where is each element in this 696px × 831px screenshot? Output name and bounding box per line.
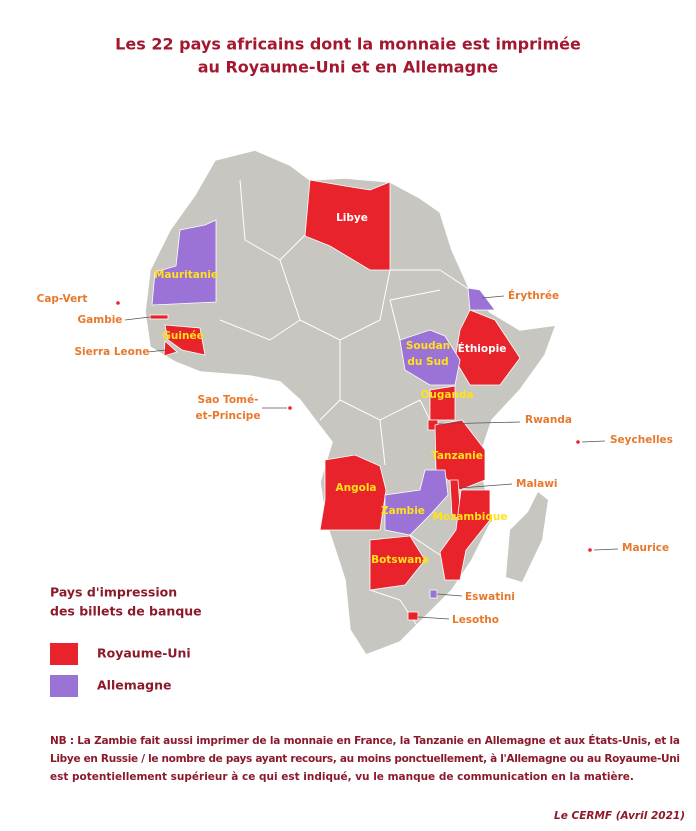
country-shape [149,314,169,320]
country-label: Mauritanie [154,269,218,281]
legend-swatch [50,675,78,697]
legend-title: des billets de banque [50,604,202,619]
country-label: et-Principe [196,410,261,422]
island-dot [288,406,292,410]
country-label: Érythrée [508,289,559,302]
island-dot [588,548,592,552]
leader-line [593,548,619,551]
country-shape [304,179,391,271]
leader-line [459,483,513,489]
country-label: Tanzanie [431,450,483,462]
leader-line [124,316,151,321]
country-label: Sao Tomé- [198,394,259,406]
country-label: Cap-Vert [37,293,88,305]
country-label: Guinée [162,330,203,342]
country-shape [164,324,206,356]
country-shape [151,219,217,306]
leader-line [147,349,167,353]
country-label: Gambie [78,314,123,326]
leader-line [437,421,521,425]
borders [219,179,471,631]
country-shape [439,489,491,581]
country-label: Mozambique [432,511,507,523]
legend-label: Royaume-Uni [97,646,191,661]
country-label: Soudan [406,340,450,352]
country-label: Zambie [381,505,425,517]
legend-swatch [50,643,78,665]
country-shape [369,535,426,591]
leader-line [417,616,450,620]
country-label: Éthiopie [458,342,507,355]
country-label: Lesotho [452,614,499,626]
country-shape [454,309,521,386]
country-label: Rwanda [525,414,572,426]
country-shape [467,287,496,311]
country-label: Angola [335,482,376,494]
country-label: Sierra Leone [74,346,149,358]
leader-line [436,593,463,597]
countries [116,179,592,621]
island-dot [576,440,580,444]
country-label: Ouganda [420,389,473,401]
continent [144,149,558,656]
country-shape [384,469,449,536]
note: est potentiellement supérieur à ce qui e… [50,771,634,783]
country-label: Eswatini [465,591,515,603]
country-shape [429,385,456,421]
leader-line [481,295,505,299]
title: au Royaume-Uni et en Allemagne [198,58,499,77]
note: Libye en Russie / le nombre de pays ayan… [50,753,680,765]
labels: Libye Cap-Vert Gambie Guinée Sierra Leone Sao… [37,212,673,626]
country-label: Seychelles [610,434,673,446]
madagascar [506,492,548,582]
credit: Le CERMF (Avril 2021) [554,810,685,822]
note: NB : La Zambie fait aussi imprimer de la… [50,734,680,747]
title: Les 22 pays africains dont la monnaie es… [115,35,581,54]
country-label: Botswana [371,554,429,566]
leader-line [581,440,606,443]
country-label: Libye [336,212,368,224]
country-label: Malawi [516,478,558,490]
country-shape [399,329,461,386]
legend-title: Pays d'impression [50,585,177,600]
country-shape [429,589,438,599]
country-shape [319,454,387,531]
country-label: du Sud [407,356,448,368]
island-dot [116,301,120,305]
country-shape [407,611,419,621]
legend: Royaume-Uni Allemagne [50,643,191,697]
legend-label: Allemagne [97,678,172,693]
africa [144,149,558,656]
country-shape [163,340,178,357]
country-label: Maurice [622,542,669,554]
